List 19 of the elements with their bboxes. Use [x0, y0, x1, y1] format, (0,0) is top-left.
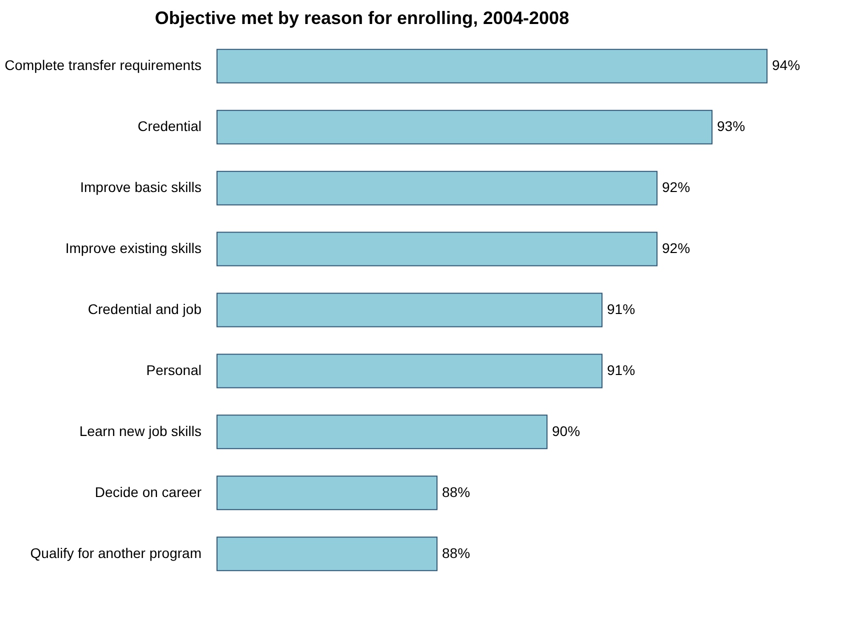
y-tick-label: Decide on career — [94, 484, 202, 500]
data-label: 92% — [662, 179, 690, 196]
data-label: 91% — [607, 362, 636, 378]
data-label: 88% — [442, 544, 470, 561]
y-tick-label: Personal — [146, 362, 202, 378]
y-tick-label: Learn new job skills — [79, 422, 202, 439]
y-tick-label: Credential and job — [88, 301, 202, 317]
data-label: 94% — [772, 57, 800, 74]
y-tick-label: Credential — [138, 118, 202, 134]
y-tick-label: Complete transfer requirements — [4, 57, 202, 74]
data-label: 92% — [662, 240, 690, 256]
y-tick-label: Improve existing skills — [65, 240, 202, 256]
data-label: 93% — [717, 118, 746, 134]
data-label: 91% — [607, 301, 636, 317]
data-label: 90% — [552, 422, 580, 439]
data-label: 88% — [442, 484, 470, 500]
chart-title: Objective met by reason for enrolling, 2004-2008 — [154, 8, 570, 28]
y-tick-label: Improve basic skills — [80, 179, 202, 196]
y-tick-label: Qualify for another program — [30, 544, 202, 561]
